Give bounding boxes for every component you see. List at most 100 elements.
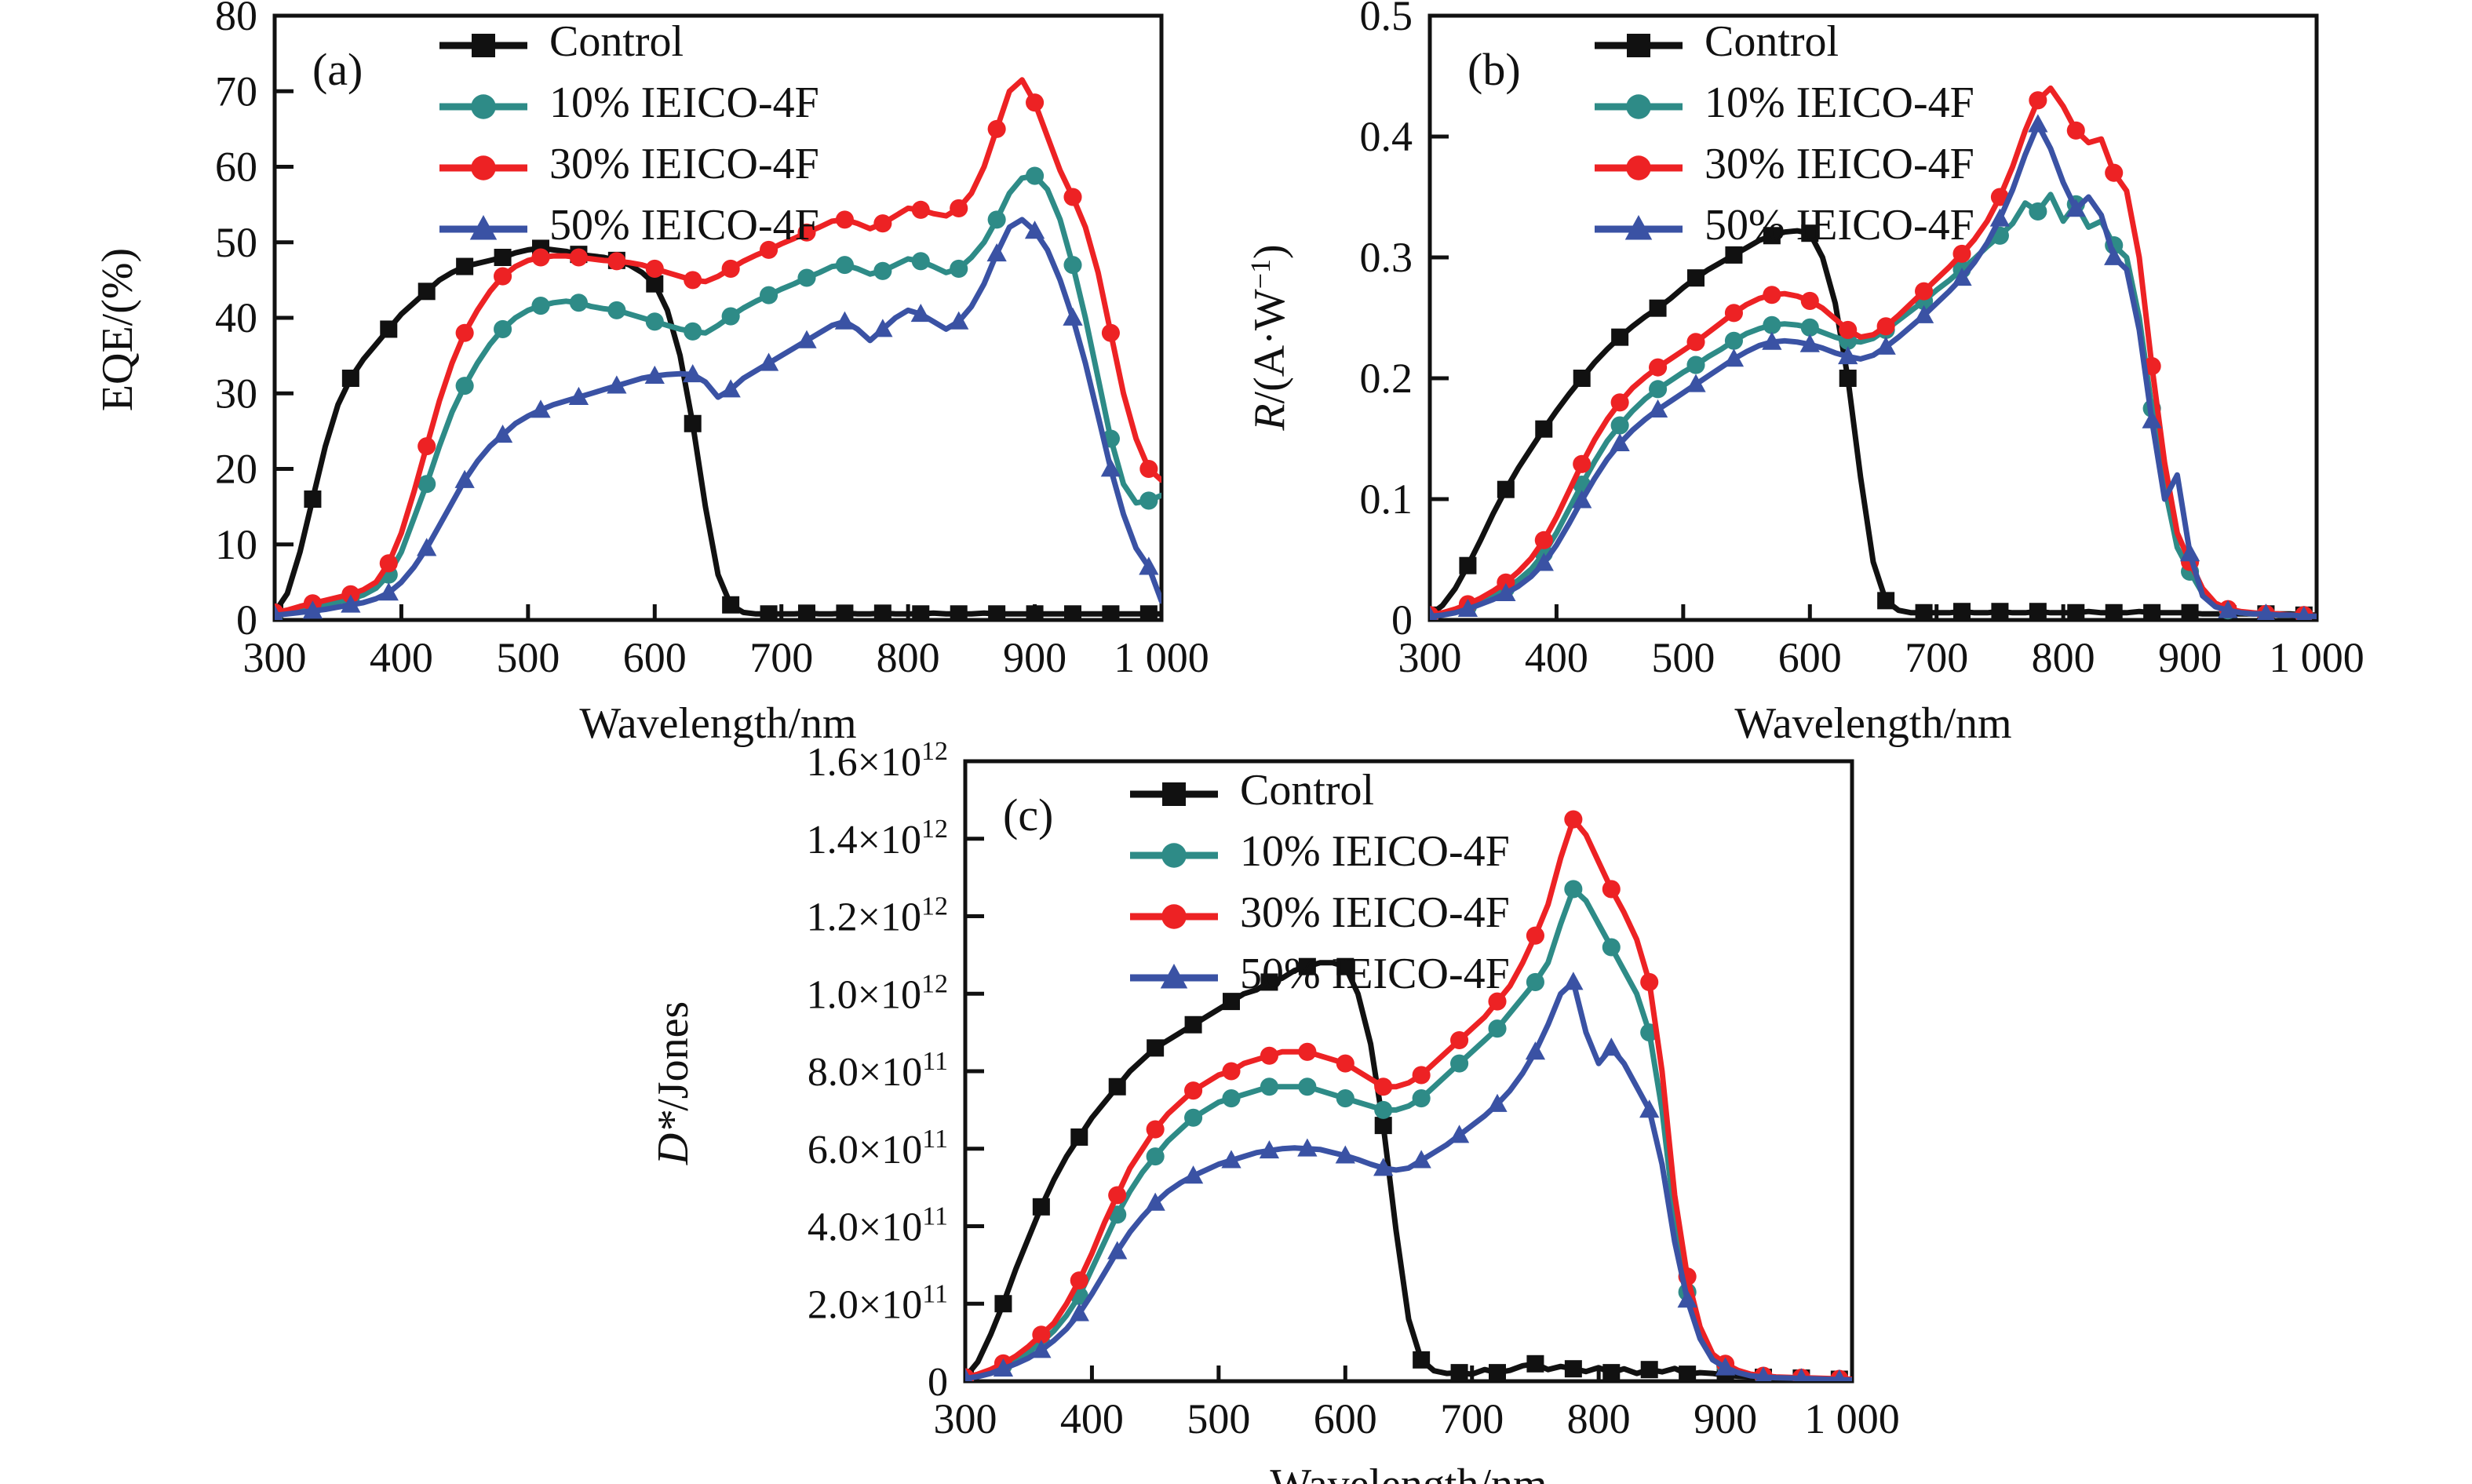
marker-square bbox=[417, 283, 436, 301]
y-tick-exponent: 11 bbox=[922, 1047, 948, 1076]
y-tick-label: 0.1 bbox=[1360, 476, 1413, 523]
marker-square bbox=[494, 249, 512, 266]
y-tick-label: 1.6×1012 bbox=[807, 737, 948, 785]
marker-triangle bbox=[1107, 1241, 1128, 1260]
panel-c-svg: 300 400 500 600 700 800 900 1 00002.0×10114.0×1… bbox=[649, 737, 1900, 1484]
x-tick-label: 1 000 bbox=[1114, 634, 1209, 681]
marker-square bbox=[1223, 993, 1240, 1011]
marker-circle bbox=[1222, 1062, 1241, 1081]
legend-item-4: 50% IEICO-4F bbox=[1130, 950, 1510, 998]
y-tick-label: 0 bbox=[928, 1360, 948, 1405]
marker-circle bbox=[1534, 531, 1553, 549]
x-tick-label: 700 bbox=[1440, 1395, 1504, 1442]
y-tick-label: 60 bbox=[215, 144, 257, 191]
marker-triangle bbox=[2104, 246, 2124, 265]
marker-circle bbox=[455, 377, 474, 396]
marker-square bbox=[912, 605, 930, 620]
marker-triangle bbox=[1686, 374, 1706, 392]
legend-label: 30% IEICO-4F bbox=[549, 140, 819, 188]
y-tick-label: 80 bbox=[215, 0, 257, 39]
marker-circle bbox=[721, 259, 740, 278]
x-tick-label: 300 bbox=[1398, 634, 1462, 681]
marker-circle bbox=[607, 252, 626, 271]
marker-triangle bbox=[1259, 1140, 1280, 1159]
marker-triangle bbox=[1723, 348, 1745, 367]
marker-circle bbox=[1686, 333, 1705, 352]
x-axis-title: Wavelength/nm bbox=[1734, 699, 2011, 748]
marker-triangle bbox=[568, 386, 589, 405]
marker-triangle bbox=[1183, 1165, 1204, 1184]
y-tick-mantissa: 6.0×10 bbox=[808, 1128, 922, 1172]
marker-triangle bbox=[1610, 432, 1630, 452]
marker-circle bbox=[1839, 320, 1858, 339]
marker-circle bbox=[760, 286, 778, 304]
marker-circle bbox=[1626, 155, 1651, 180]
marker-circle bbox=[684, 271, 702, 290]
marker-triangle bbox=[949, 311, 969, 330]
marker-circle bbox=[471, 155, 496, 180]
marker-circle bbox=[1450, 1030, 1469, 1050]
marker-square bbox=[760, 605, 778, 620]
marker-circle bbox=[1564, 810, 1583, 829]
y-tick-label: 1.0×1012 bbox=[807, 969, 948, 1017]
marker-square bbox=[950, 605, 968, 620]
marker-triangle bbox=[417, 538, 437, 556]
marker-square bbox=[1991, 603, 2009, 620]
y-tick-mantissa: 2.0×10 bbox=[808, 1282, 922, 1327]
marker-circle bbox=[1526, 926, 1544, 945]
y-tick-exponent: 11 bbox=[922, 1125, 948, 1154]
series-line-2 bbox=[275, 173, 1161, 617]
marker-square bbox=[1450, 1364, 1468, 1381]
panel-a-eqe: 300 400 500 600 700 800 900 1 000 0 10 20 30 40 50 60 7… bbox=[0, 0, 1232, 748]
x-tick-label: 800 bbox=[2032, 634, 2095, 681]
x-tick-label: 700 bbox=[749, 634, 813, 681]
marker-triangle bbox=[1525, 1041, 1546, 1060]
series-group bbox=[275, 77, 1161, 620]
y-axis-exponent: −1 bbox=[1245, 259, 1276, 289]
marker-square bbox=[1627, 34, 1650, 57]
marker-square bbox=[1611, 328, 1629, 346]
legend-item-4: 50% IEICO-4F bbox=[439, 201, 819, 250]
legend-item-2: 10% IEICO-4F bbox=[1130, 827, 1510, 876]
x-tick-label: 700 bbox=[1905, 634, 1968, 681]
marker-square bbox=[1413, 1351, 1431, 1369]
marker-circle bbox=[531, 297, 550, 315]
y-tick-mantissa: 20 bbox=[215, 446, 257, 493]
series-line-1 bbox=[965, 960, 1852, 1381]
marker-circle bbox=[1146, 1120, 1165, 1139]
marker-triangle bbox=[644, 365, 665, 385]
marker-triangle bbox=[378, 582, 399, 601]
marker-triangle bbox=[469, 215, 498, 240]
marker-square bbox=[1497, 480, 1515, 498]
marker-triangle bbox=[986, 242, 1007, 262]
marker-circle bbox=[835, 256, 854, 275]
y-axis-paren: ) bbox=[1245, 244, 1294, 259]
marker-triangle bbox=[1913, 304, 1934, 323]
marker-triangle bbox=[1647, 399, 1668, 417]
marker-circle bbox=[1336, 1089, 1354, 1108]
marker-circle bbox=[471, 94, 496, 119]
marker-triangle bbox=[1533, 552, 1554, 571]
marker-circle bbox=[1298, 1077, 1317, 1096]
y-tick-exponent: 12 bbox=[921, 892, 948, 921]
y-tick-mantissa: 0 bbox=[236, 596, 257, 644]
marker-circle bbox=[835, 210, 854, 229]
marker-square bbox=[1026, 605, 1044, 620]
marker-circle bbox=[1161, 843, 1187, 868]
x-tick-label: 400 bbox=[370, 634, 433, 681]
marker-triangle bbox=[1335, 1145, 1355, 1164]
marker-square bbox=[2105, 603, 2123, 620]
x-tick-label: 500 bbox=[1651, 634, 1715, 681]
marker-circle bbox=[494, 319, 512, 338]
y-tick-label: 50 bbox=[215, 219, 257, 266]
series-line-1 bbox=[275, 245, 1161, 617]
y-tick-mantissa: 0.3 bbox=[1360, 234, 1413, 281]
marker-triangle bbox=[758, 352, 779, 371]
marker-triangle bbox=[1832, 1369, 1847, 1381]
marker-circle bbox=[1336, 1054, 1354, 1073]
x-tick-label: 600 bbox=[1314, 1395, 1377, 1442]
marker-circle bbox=[1952, 244, 1971, 263]
marker-square bbox=[1687, 269, 1705, 287]
marker-triangle bbox=[1715, 1357, 1736, 1376]
y-tick-exponent: 12 bbox=[921, 737, 948, 766]
